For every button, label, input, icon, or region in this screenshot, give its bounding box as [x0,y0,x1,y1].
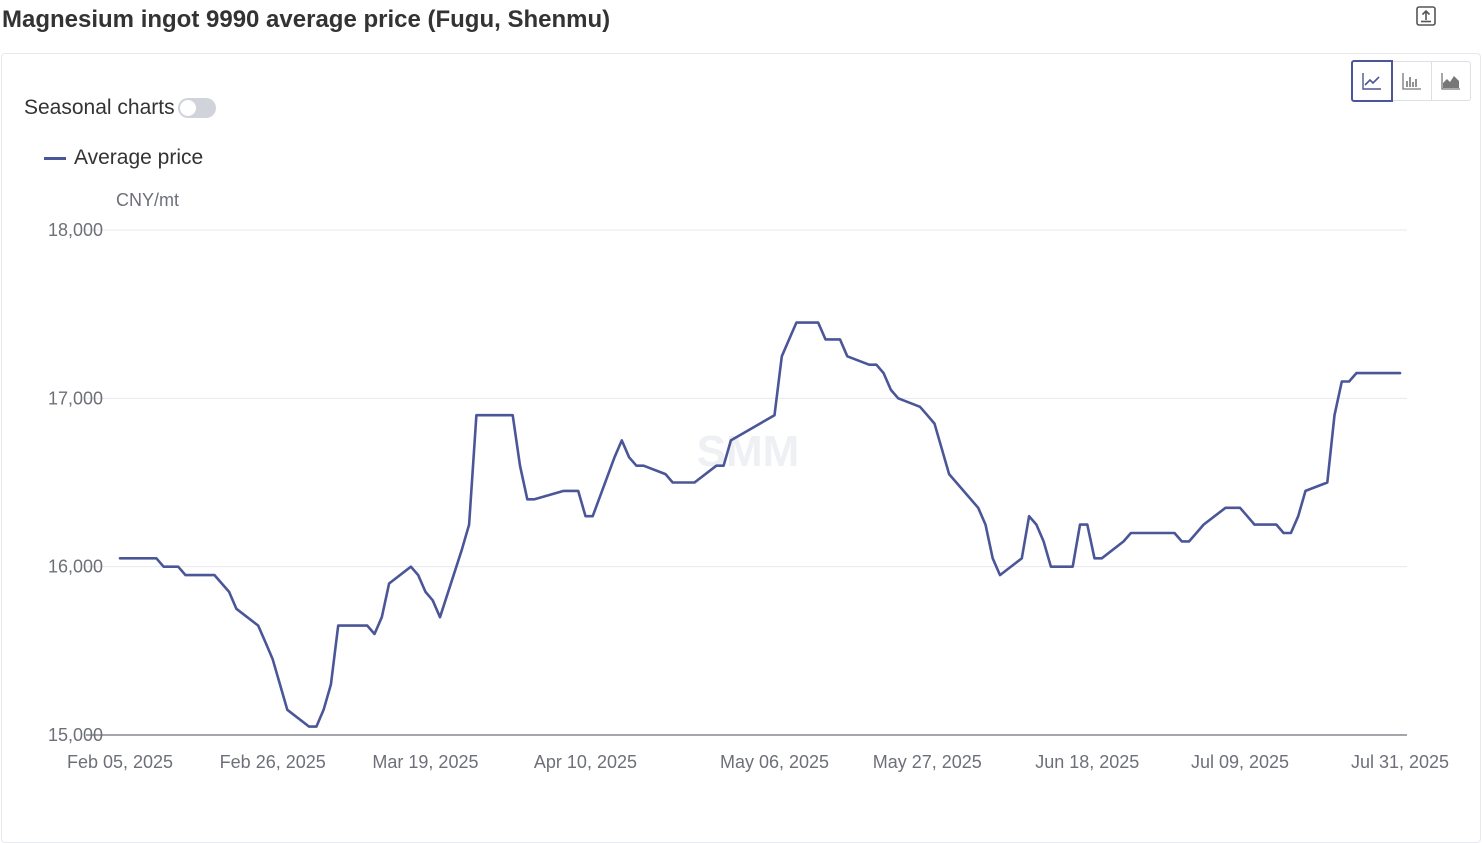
y-tick-label: 17,000 [48,388,103,408]
area-chart-icon [1441,73,1460,90]
chart-type-switcher [1351,60,1471,103]
series-line-average-price[interactable] [118,321,1402,728]
y-axis-labels: 15,000 16,000 17,000 18,000 [48,220,103,745]
x-tick-label: Jun 18, 2025 [1035,752,1139,772]
legend-swatch [44,156,66,160]
y-tick-label: 15,000 [48,725,103,745]
x-tick-label: Jul 09, 2025 [1191,752,1289,772]
x-tick-label: May 06, 2025 [720,752,829,772]
x-tick-label: Feb 05, 2025 [67,752,173,772]
x-tick-label: Mar 19, 2025 [372,752,478,772]
page-title: Magnesium ingot 9990 average price (Fugu… [2,6,611,33]
x-tick-label: Feb 26, 2025 [220,752,326,772]
y-axis-unit: CNY/mt [116,190,179,210]
grid-lines [86,229,1407,736]
toggle-knob [179,100,196,116]
area-chart-button[interactable] [1431,61,1471,101]
seasonal-charts-toggle[interactable] [177,98,216,118]
bar-chart-icon [1402,73,1421,90]
y-tick-label: 16,000 [48,557,103,577]
y-tick-label: 18,000 [48,220,103,240]
legend-item-average-price[interactable]: Average price [44,146,203,170]
x-axis-labels: Feb 05, 2025 Feb 26, 2025 Mar 19, 2025 Apr … [67,752,1449,772]
export-button[interactable] [1415,5,1437,27]
x-tick-label: May 27, 2025 [873,752,982,772]
x-tick-label: Apr 10, 2025 [534,752,637,772]
legend-label: Average price [74,146,204,169]
seasonal-charts-control: Seasonal charts [24,96,216,120]
line-chart-button[interactable] [1351,60,1393,102]
export-icon [1416,6,1436,26]
x-tick-label: Jul 31, 2025 [1351,752,1449,772]
seasonal-charts-label: Seasonal charts [24,96,175,119]
line-chart-icon [1362,73,1381,90]
